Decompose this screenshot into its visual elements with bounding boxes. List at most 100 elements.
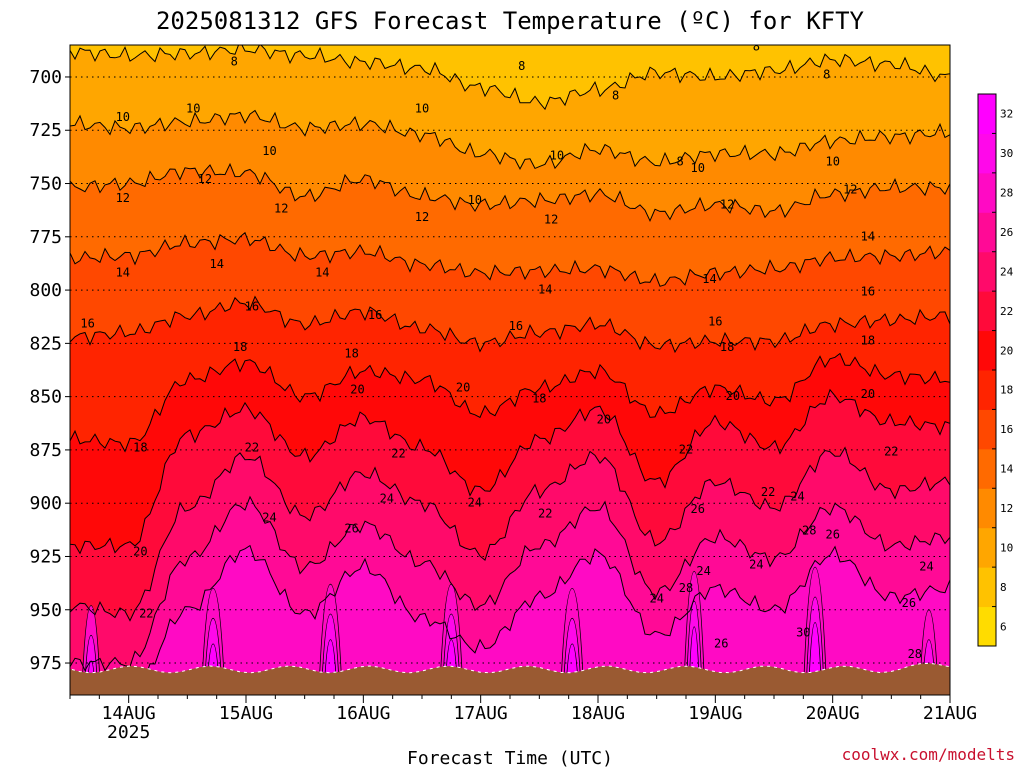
colorbar-swatch bbox=[978, 606, 996, 647]
contour-label: 14 bbox=[538, 283, 552, 297]
contour-label: 18 bbox=[861, 334, 875, 348]
contour-label: 14 bbox=[209, 257, 223, 271]
contour-label: 26 bbox=[690, 502, 704, 516]
contour-label: 26 bbox=[344, 521, 358, 535]
colorbar-swatch bbox=[978, 330, 996, 371]
contour-label: 10 bbox=[415, 101, 429, 115]
isotherm-18 bbox=[70, 352, 950, 453]
contour-label: 14 bbox=[702, 272, 716, 286]
contour-label: 18 bbox=[233, 340, 247, 354]
colorbar-swatch bbox=[978, 251, 996, 292]
x-tick-label: 21AUG bbox=[923, 703, 977, 724]
contour-label: 10 bbox=[262, 144, 276, 158]
contour-label: 22 bbox=[245, 440, 259, 454]
colorbar-label: 16 bbox=[1000, 423, 1013, 436]
contour-label: 18 bbox=[133, 440, 147, 454]
contour-label: 12 bbox=[198, 172, 212, 186]
colorbar-swatch bbox=[978, 448, 996, 489]
isotherm-26 bbox=[70, 544, 950, 695]
colorbar-label: 30 bbox=[1000, 147, 1013, 160]
contour-label: 28 bbox=[679, 581, 693, 595]
contour-label: 26 bbox=[714, 636, 728, 650]
isotherm-20 bbox=[70, 388, 950, 555]
contour-label: 10 bbox=[825, 155, 839, 169]
contour-label: 20 bbox=[726, 389, 740, 403]
colorbar-label: 8 bbox=[1000, 581, 1007, 594]
x-axis-label: Forecast Time (UTC) bbox=[407, 748, 613, 768]
contour-label: 16 bbox=[708, 315, 722, 329]
y-tick-label: 775 bbox=[29, 227, 62, 248]
isotherm-8 bbox=[70, 45, 950, 111]
contour-label: 24 bbox=[696, 564, 710, 578]
y-tick-label: 850 bbox=[29, 387, 62, 408]
contour-label: 8 bbox=[823, 67, 830, 81]
contour-label: 18 bbox=[532, 391, 546, 405]
contour-label: 30 bbox=[796, 626, 810, 640]
colorbar-label: 14 bbox=[1000, 463, 1014, 476]
band-16-18 bbox=[70, 296, 950, 452]
contour-label: 20 bbox=[350, 383, 364, 397]
colorbar-label: 22 bbox=[1000, 305, 1013, 318]
colorbar-label: 28 bbox=[1000, 187, 1013, 200]
contour-label: 28 bbox=[802, 523, 816, 537]
contour-label: 10 bbox=[186, 101, 200, 115]
y-tick-label: 950 bbox=[29, 600, 62, 621]
ground-surface bbox=[70, 662, 950, 695]
contour-label: 12 bbox=[274, 202, 288, 216]
contour-label: 16 bbox=[368, 308, 382, 322]
contour-label: 10 bbox=[116, 110, 130, 124]
isotherm-12 bbox=[70, 162, 950, 223]
colorbar-label: 18 bbox=[1000, 384, 1013, 397]
x-tick-label: 20AUG bbox=[806, 703, 860, 724]
colorbar-swatch bbox=[978, 94, 996, 134]
isotherm-16 bbox=[70, 295, 950, 354]
contour-label: 20 bbox=[597, 413, 611, 427]
contour-label: 16 bbox=[80, 317, 94, 331]
colorbar-swatch bbox=[978, 133, 996, 174]
colorbar-swatch bbox=[978, 212, 996, 253]
contour-label: 12 bbox=[415, 210, 429, 224]
colorbar-label: 6 bbox=[1000, 620, 1007, 633]
colorbar-swatch bbox=[978, 409, 996, 450]
colorbar: 6 8 10 12 14 16 18 20 22 24 26 28 30 32 bbox=[977, 93, 1014, 647]
colorbar-swatch bbox=[978, 567, 996, 608]
isotherm-24 bbox=[70, 495, 950, 672]
y-tick-label: 725 bbox=[29, 120, 62, 141]
contour-label: 22 bbox=[679, 442, 693, 456]
x-tick-sublabel: 2025 bbox=[107, 722, 150, 743]
band-14-16 bbox=[70, 232, 950, 352]
contour-label: 16 bbox=[861, 285, 875, 299]
x-tick-label: 16AUG bbox=[336, 703, 390, 724]
contour-label: 22 bbox=[391, 447, 405, 461]
colorbar-label: 24 bbox=[1000, 265, 1014, 278]
contour-label: 10 bbox=[468, 193, 482, 207]
contour-label: 8 bbox=[231, 55, 238, 69]
contour-label: 22 bbox=[884, 445, 898, 459]
y-tick-label: 750 bbox=[29, 174, 62, 195]
contour-label: 24 bbox=[649, 592, 663, 606]
contour-label: 22 bbox=[538, 506, 552, 520]
x-tick-label: 18AUG bbox=[571, 703, 625, 724]
y-tick-label: 800 bbox=[29, 280, 62, 301]
contour-label: 24 bbox=[749, 558, 763, 572]
contour-label: 14 bbox=[861, 229, 875, 243]
contour-label: 18 bbox=[344, 347, 358, 361]
contour-label: 12 bbox=[720, 197, 734, 211]
contour-label: 8 bbox=[518, 59, 525, 73]
x-tick-label: 19AUG bbox=[688, 703, 742, 724]
contour-label: 28 bbox=[908, 647, 922, 661]
contour-label: 10 bbox=[690, 161, 704, 175]
pressure-gridlines bbox=[70, 76, 950, 664]
contour-label: 16 bbox=[509, 319, 523, 333]
chart-title: 2025081312 GFS Forecast Temperature (ºC)… bbox=[156, 7, 865, 35]
contour-label: 8 bbox=[753, 40, 760, 54]
contour-label: 20 bbox=[861, 387, 875, 401]
contour-label: 22 bbox=[139, 607, 153, 621]
contour-label: 20 bbox=[133, 545, 147, 559]
temperature-contours bbox=[70, 45, 950, 695]
credit-text: coolwx.com/modelts bbox=[842, 745, 1015, 764]
contour-label: 12 bbox=[843, 182, 857, 196]
contour-label: 14 bbox=[116, 266, 130, 280]
